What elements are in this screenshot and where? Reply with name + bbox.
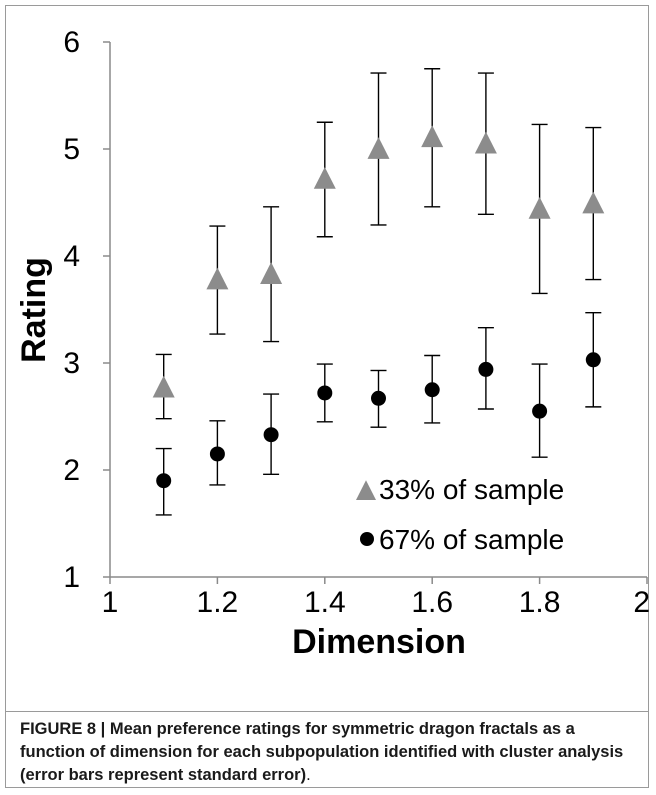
legend-label: 33% of sample — [379, 474, 564, 505]
triangle-marker — [152, 375, 175, 398]
circle-marker — [317, 385, 333, 401]
y-tick-label: 1 — [63, 561, 80, 594]
legend-label: 67% of sample — [379, 524, 564, 555]
y-tick-label: 6 — [63, 26, 80, 59]
circle-marker — [371, 390, 386, 406]
circle-marker — [156, 473, 172, 489]
triangle-marker — [313, 167, 336, 189]
x-tick-label: 1.8 — [519, 586, 561, 619]
x-tick-label: 1.6 — [411, 586, 453, 619]
triangle-marker — [474, 131, 497, 154]
circle-marker — [478, 361, 494, 377]
legend: 33% of sample 67% of sample — [356, 474, 564, 555]
caption-label: FIGURE 8 | — [20, 720, 106, 738]
triangle-marker — [367, 137, 390, 159]
x-tick-label: 2 — [633, 586, 650, 619]
scatter-chart: 1 2 3 4 5 6 1 1.2 1.4 1.6 1.8 2 Dimension Rating 3… — [15, 26, 650, 661]
triangle-marker — [260, 262, 283, 285]
legend-triangle-icon — [356, 480, 376, 500]
y-tick-label: 4 — [63, 240, 80, 273]
circle-marker — [424, 382, 440, 398]
circle-marker — [263, 427, 279, 443]
y-tick-label: 2 — [63, 454, 80, 487]
circle-marker — [532, 403, 548, 419]
error-bars — [155, 68, 602, 516]
y-ticks: 1 2 3 4 5 6 — [63, 26, 110, 594]
triangle-marker — [582, 191, 605, 214]
markers — [152, 125, 605, 489]
triangle-marker — [206, 267, 229, 290]
legend-circle-icon — [360, 532, 374, 546]
x-tick-label: 1.2 — [197, 586, 239, 619]
x-ticks: 1 1.2 1.4 1.6 1.8 2 — [102, 577, 650, 619]
x-tick-label: 1.4 — [304, 586, 346, 619]
caption-period: . — [306, 766, 311, 784]
circle-marker — [585, 352, 601, 368]
caption-divider — [5, 711, 649, 712]
figure-caption: FIGURE 8 | Mean preference ratings for s… — [20, 718, 640, 787]
y-tick-label: 3 — [63, 347, 80, 380]
y-tick-label: 5 — [63, 133, 80, 166]
y-axis-title: Rating — [15, 257, 53, 363]
triangle-marker — [528, 197, 551, 219]
caption-text: Mean preference ratings for symmetric dr… — [20, 720, 624, 784]
axes — [109, 42, 647, 578]
x-tick-label: 1 — [102, 586, 119, 619]
triangle-marker — [421, 125, 444, 148]
circle-marker — [209, 446, 225, 462]
x-axis-title: Dimension — [292, 623, 466, 661]
